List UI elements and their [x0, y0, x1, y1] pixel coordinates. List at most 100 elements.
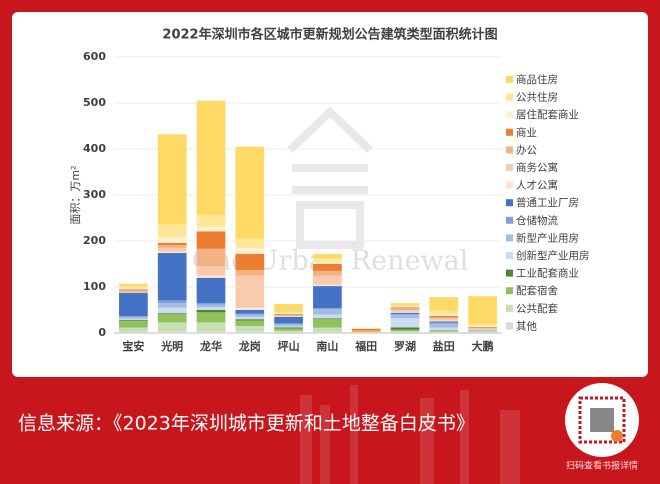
bar-segment: [119, 321, 148, 328]
legend-label: 普通工业厂房: [516, 196, 579, 209]
source-note: 信息来源：《2023年深圳城市更新和土地整备白皮书》: [18, 413, 475, 435]
bar-segment: [313, 327, 342, 333]
bar-segment: [196, 231, 226, 249]
bar-segment: [429, 321, 459, 323]
bar-segment: [119, 289, 148, 291]
x-tick-label: 光明: [160, 339, 183, 353]
bar-segment: [390, 310, 420, 312]
bar-segment: [157, 252, 187, 301]
bar-segment: [468, 326, 497, 328]
legend-label: 配套宿舍: [516, 284, 558, 297]
legend-swatch: [506, 199, 513, 207]
qr-caption: 扫码查看书报详情: [566, 460, 638, 472]
bar-segment: [235, 326, 265, 332]
bar-segment: [274, 326, 303, 328]
bar-segment: [157, 247, 187, 252]
bar-segment: [157, 245, 187, 248]
legend-swatch: [506, 128, 513, 136]
x-tick-label: 宝安: [122, 339, 144, 353]
bar-segment: [235, 319, 265, 321]
bar-segment: [196, 312, 226, 323]
bar-segment: [429, 330, 459, 332]
bar-segment: [468, 328, 497, 330]
legend-label: 创新型产业用房: [516, 249, 590, 262]
bar-segment: [119, 327, 148, 333]
y-tick-label: 200: [83, 234, 106, 247]
bar-segment: [468, 331, 497, 333]
bar-segment: [351, 328, 381, 331]
x-tick-label: 福田: [354, 339, 377, 353]
bar-segment: [390, 306, 420, 308]
bar-segment: [235, 253, 265, 270]
bar-segment: [157, 314, 187, 323]
bar-segment: [235, 146, 265, 239]
y-axis-label: 面积：万m²: [69, 165, 82, 224]
bar-segment: [313, 308, 342, 310]
bar-segment: [313, 332, 342, 333]
legend-swatch: [506, 164, 513, 171]
y-tick-label: 600: [83, 50, 106, 63]
bar-segment: [390, 311, 420, 313]
bar-segment: [157, 300, 187, 304]
bar-segment: [313, 270, 342, 276]
bar-segment: [119, 315, 148, 317]
bar-segment: [196, 248, 226, 267]
bar-segment: [274, 330, 303, 333]
bar-segment: [235, 275, 265, 308]
legend-swatch: [506, 269, 513, 277]
bar-segment: [274, 324, 303, 327]
bar-segment: [157, 251, 187, 253]
legend-swatch: [506, 181, 513, 189]
bar-segment: [429, 315, 459, 318]
legend-swatch: [506, 322, 513, 330]
bar-segment: [196, 275, 226, 278]
bar-segment: [429, 322, 459, 324]
legend-swatch: [506, 111, 513, 119]
bar-segment: [468, 327, 497, 329]
bar-segment: [157, 313, 187, 315]
bar-segment: [235, 314, 265, 317]
y-tick-label: 500: [83, 96, 106, 109]
bar-segment: [157, 331, 187, 333]
bar-segment: [313, 318, 342, 320]
y-tick-label: 300: [83, 188, 106, 201]
bar-segment: [235, 313, 265, 315]
bar-segment: [196, 266, 226, 276]
y-tick-label: 0: [98, 326, 106, 339]
bar-segment: [274, 327, 303, 329]
bar-segment: [429, 331, 459, 333]
bar-segment: [429, 297, 459, 311]
bar-segment: [313, 261, 342, 264]
bar-segment: [313, 284, 342, 287]
bar-segment: [119, 318, 148, 321]
legend-swatch: [506, 287, 513, 295]
bar-segment: [235, 269, 265, 276]
bar-segment: [196, 226, 226, 232]
bar-segment: [119, 332, 148, 333]
bar-segment: [429, 318, 459, 321]
legend-label: 仓储物流: [516, 214, 558, 227]
x-tick-label: 盐田: [433, 339, 455, 353]
chart-title: 2022年深圳市各区城市更新规划公告建筑类型面积统计图: [162, 27, 497, 43]
bar-segment: [468, 323, 497, 327]
bar-segment: [390, 303, 420, 305]
legend-label: 其他: [516, 319, 537, 332]
bar-segment: [196, 303, 226, 305]
bar-segment: [235, 247, 265, 254]
bar-segment: [313, 253, 342, 259]
legend-label: 商品住房: [516, 73, 558, 86]
bar-segment: [274, 314, 303, 316]
bar-segment: [119, 283, 148, 287]
legend-label: 居住配套商业: [516, 108, 579, 121]
bar-segment: [119, 286, 148, 288]
bar-segment: [274, 315, 303, 316]
bar-segment: [119, 290, 148, 293]
bar-segment: [196, 307, 226, 310]
legend-label: 公共配套: [516, 302, 558, 315]
legend-label: 人才公寓: [516, 179, 558, 192]
bar-segment: [196, 331, 226, 333]
legend-swatch: [506, 216, 513, 224]
bar-segment: [274, 316, 303, 324]
bar-segment: [390, 318, 420, 328]
bar-segment: [390, 304, 420, 307]
